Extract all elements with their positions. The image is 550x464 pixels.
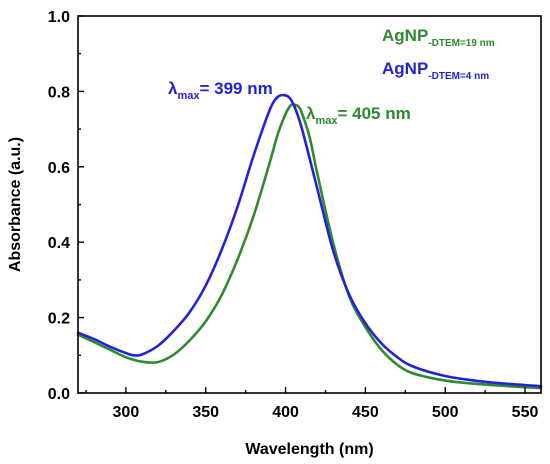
x-axis-label: Wavelength (nm) [245,441,373,458]
series-line-4nm [76,93,543,388]
series-line-19nm [76,103,543,390]
legend-entry-19nm-main: AgNP [382,26,428,45]
legend-entry-4nm-sub: -DTEM=4 nm [428,71,489,82]
x-tick-label: 500 [432,404,459,421]
legend-entry-19nm: AgNP-DTEM=19 nm [382,26,495,49]
lambda-max-399-label: λmax= 399 nm [168,79,273,102]
y-tick-label: 0.2 [48,311,70,328]
y-tick-label: 0.8 [48,84,70,101]
legend: AgNP-DTEM=19 nm AgNP-DTEM=4 nm [382,26,495,82]
x-tick-label: 550 [512,404,539,421]
peak-annotations: λmax= 399 nm λmax= 405 nm [168,79,411,127]
y-tick-label: 0.0 [48,386,70,403]
x-tick-label: 400 [272,404,299,421]
lambda-symbol: λ [306,104,316,123]
y-tick-label: 1.0 [48,9,70,26]
lambda-symbol: λ [168,79,178,98]
x-tick-label: 350 [192,404,219,421]
x-axis-ticks: 300 350 400 450 500 550 [85,387,539,421]
lambda-subscript: max [315,115,338,127]
y-axis-ticks: 0.0 0.2 0.4 0.6 0.8 1.0 [48,9,84,403]
legend-entry-4nm-main: AgNP [382,59,428,78]
lambda-value: = 405 nm [338,104,411,123]
legend-entry-4nm: AgNP-DTEM=4 nm [382,59,489,82]
lambda-max-405-label: λmax= 405 nm [306,104,411,127]
series-layer [76,93,543,390]
x-tick-label: 300 [113,404,140,421]
legend-entry-19nm-sub: -DTEM=19 nm [428,38,495,49]
y-axis-label: Absorbance (a.u.) [7,137,24,272]
x-tick-label: 450 [352,404,379,421]
y-tick-label: 0.4 [48,235,70,252]
lambda-value: = 399 nm [200,79,273,98]
y-tick-label: 0.6 [48,160,70,177]
lambda-subscript: max [177,90,200,102]
